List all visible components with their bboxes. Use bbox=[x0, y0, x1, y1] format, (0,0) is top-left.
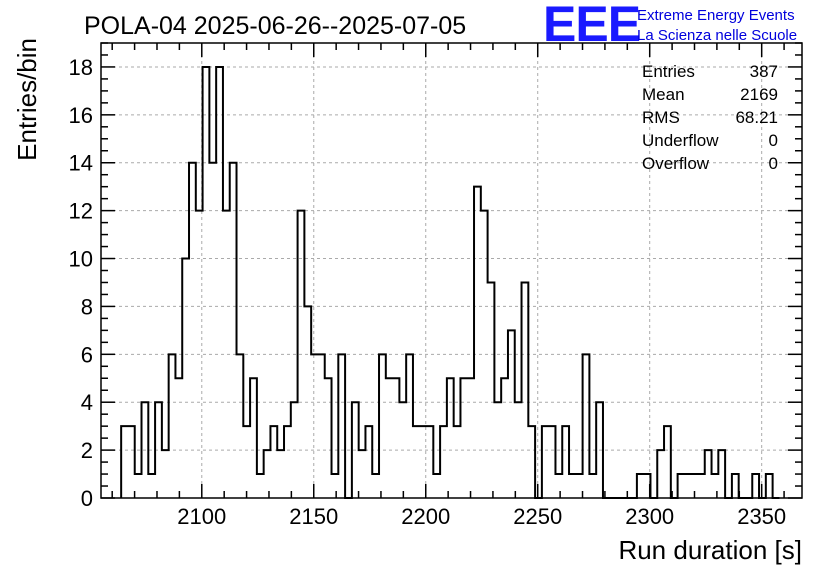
y-tick-label: 4 bbox=[81, 390, 93, 415]
logo-line-2: La Scienza nelle Scuole bbox=[637, 27, 797, 44]
stat-name: Entries bbox=[642, 62, 695, 81]
y-tick-label: 8 bbox=[81, 294, 93, 319]
stat-value: 0 bbox=[769, 131, 778, 150]
stat-name: Mean bbox=[642, 85, 685, 104]
x-tick-label: 2150 bbox=[289, 504, 338, 529]
x-axis-label: Run duration [s] bbox=[618, 535, 802, 565]
x-tick-labels: 2100 2150 2200 2250 2300 2350 bbox=[177, 504, 786, 529]
logo-line-1: Extreme Energy Events bbox=[637, 7, 795, 24]
y-tick-label: 0 bbox=[81, 486, 93, 511]
stat-name: Underflow bbox=[642, 131, 719, 150]
y-tick-label: 14 bbox=[69, 151, 93, 176]
y-tick-label: 10 bbox=[69, 247, 93, 272]
x-tick-label: 2100 bbox=[177, 504, 226, 529]
x-tick-label: 2250 bbox=[513, 504, 562, 529]
x-tick-label: 2200 bbox=[401, 504, 450, 529]
stats-box: Entries 387 Mean 2169 RMS 68.21 Underflow 0 Over… bbox=[642, 62, 778, 173]
grid-lines bbox=[101, 43, 802, 498]
stat-value: 0 bbox=[769, 154, 778, 173]
stat-value: 387 bbox=[750, 62, 778, 81]
y-tick-label: 16 bbox=[69, 103, 93, 128]
axis-ticks bbox=[101, 42, 802, 499]
x-tick-label: 2350 bbox=[737, 504, 786, 529]
stat-value: 2169 bbox=[740, 85, 778, 104]
stat-name: RMS bbox=[642, 108, 680, 127]
logo-mark: EEE bbox=[543, 0, 640, 52]
plot-frame bbox=[100, 42, 803, 499]
y-axis-label: Entries/bin bbox=[12, 38, 42, 161]
y-tick-label: 2 bbox=[81, 438, 93, 463]
x-tick-label: 2300 bbox=[625, 504, 674, 529]
eee-logo: EEE Extreme Energy Events La Scienza nel… bbox=[543, 0, 797, 52]
stat-value: 68.21 bbox=[735, 108, 778, 127]
histogram-series bbox=[120, 65, 780, 499]
chart-title: POLA-04 2025-06-26--2025-07-05 bbox=[84, 12, 466, 40]
y-tick-labels: 0 2 4 6 8 10 12 14 16 18 bbox=[69, 55, 93, 511]
stat-name: Overflow bbox=[642, 154, 710, 173]
y-tick-label: 18 bbox=[69, 55, 93, 80]
y-tick-label: 12 bbox=[69, 199, 93, 224]
y-tick-label: 6 bbox=[81, 342, 93, 367]
